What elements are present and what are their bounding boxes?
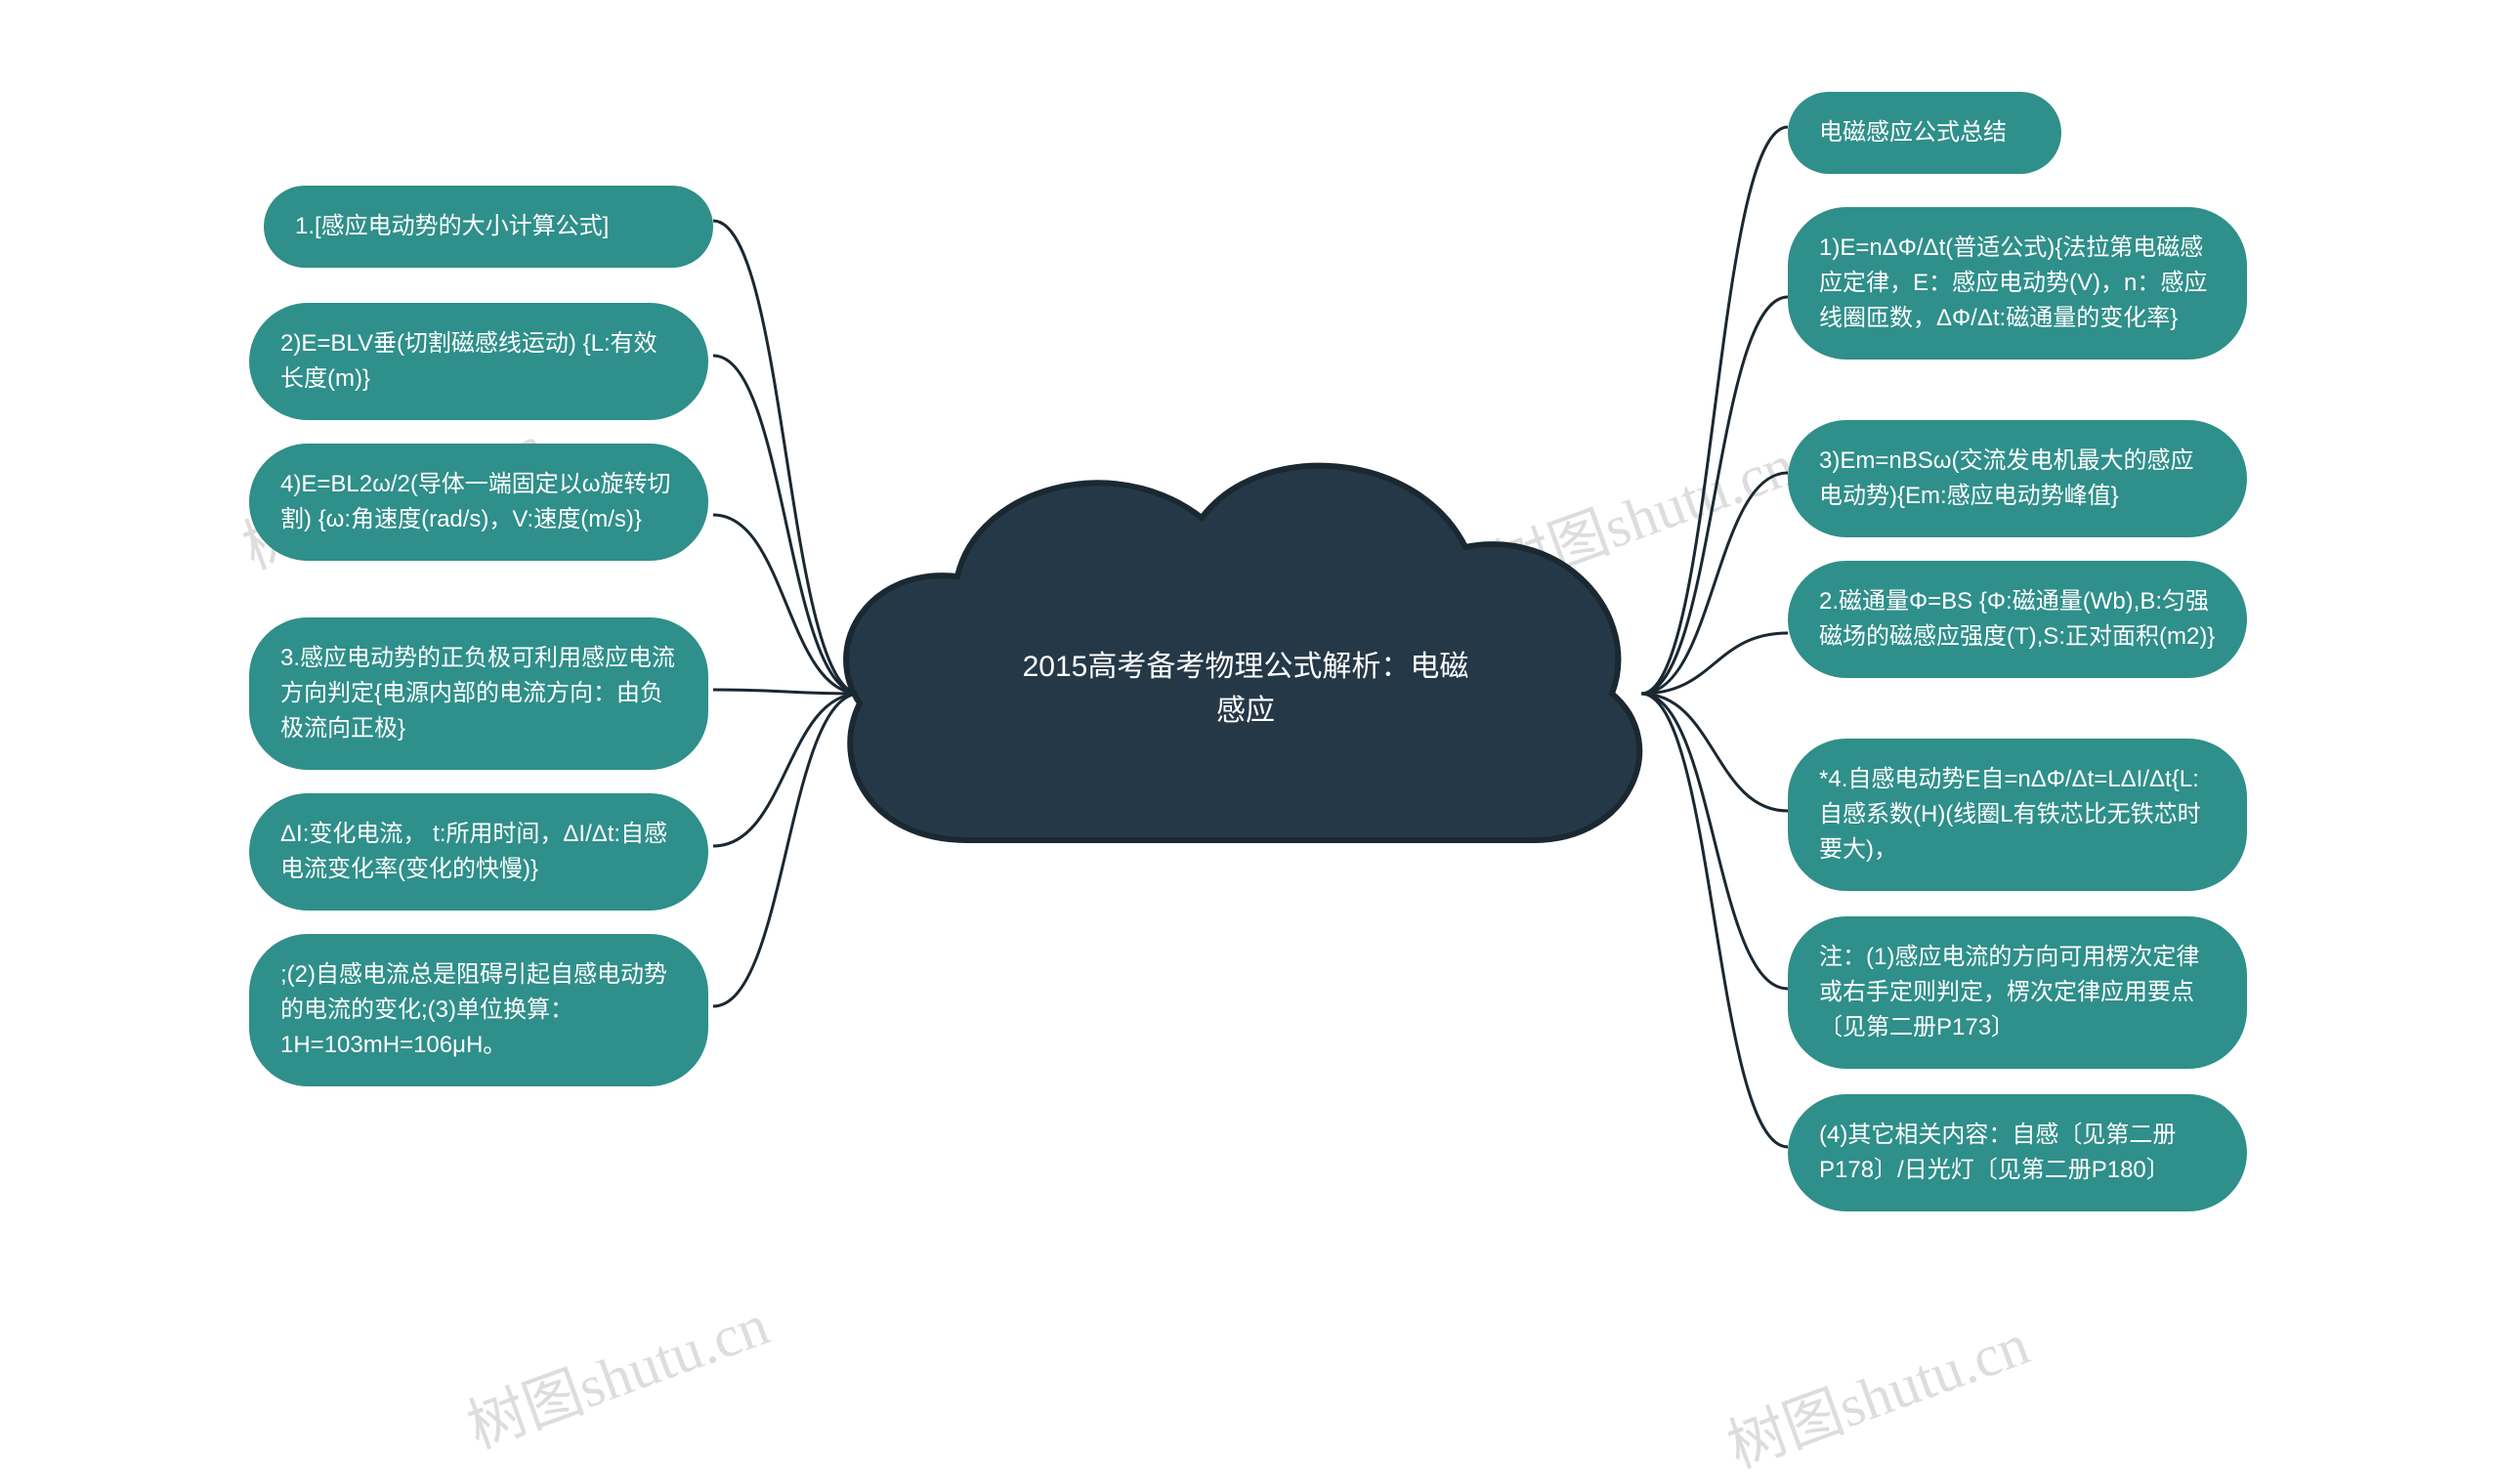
mindmap-node[interactable]: 电磁感应公式总结 bbox=[1788, 92, 2061, 174]
mindmap-node[interactable]: 2)E=BLV垂(切割磁感线运动) {L:有效长度(m)} bbox=[249, 303, 708, 420]
mindmap-node[interactable]: (4)其它相关内容：自感〔见第二册P178〕/日光灯〔见第二册P180〕 bbox=[1788, 1094, 2247, 1211]
mindmap-canvas: 树图shutu.cn树图shutu.cn树图shutu.cn树图shutu.cn… bbox=[0, 0, 2501, 1434]
mindmap-node[interactable]: ΔI:变化电流， t:所用时间，ΔI/Δt:自感电流变化率(变化的快慢)} bbox=[249, 793, 708, 911]
mindmap-node[interactable]: *4.自感电动势E自=nΔΦ/Δt=LΔI/Δt{L:自感系数(H)(线圈L有铁… bbox=[1788, 739, 2247, 891]
mindmap-node[interactable]: 1)E=nΔΦ/Δt(普适公式){法拉第电磁感应定律，E：感应电动势(V)，n：… bbox=[1788, 207, 2247, 360]
mindmap-node[interactable]: 2.磁通量Φ=BS {Φ:磁通量(Wb),B:匀强磁场的磁感应强度(T),S:正… bbox=[1788, 561, 2247, 678]
center-title: 2015高考备考物理公式解析：电磁感应 bbox=[1016, 645, 1475, 733]
mindmap-node[interactable]: 3.感应电动势的正负极可利用感应电流方向判定{电源内部的电流方向：由负极流向正极… bbox=[249, 617, 708, 770]
mindmap-node[interactable]: 4)E=BL2ω/2(导体一端固定以ω旋转切割) {ω:角速度(rad/s)，V… bbox=[249, 444, 708, 561]
mindmap-node[interactable]: 注：(1)感应电流的方向可用楞次定律或右手定则判定，楞次定律应用要点〔见第二册P… bbox=[1788, 916, 2247, 1069]
mindmap-node[interactable]: 1.[感应电动势的大小计算公式] bbox=[264, 186, 713, 268]
mindmap-node[interactable]: ;(2)自感电流总是阻碍引起自感电动势的电流的变化;(3)单位换算：1H=103… bbox=[249, 934, 708, 1086]
mindmap-node[interactable]: 3)Em=nBSω(交流发电机最大的感应电动势){Em:感应电动势峰值} bbox=[1788, 420, 2247, 537]
